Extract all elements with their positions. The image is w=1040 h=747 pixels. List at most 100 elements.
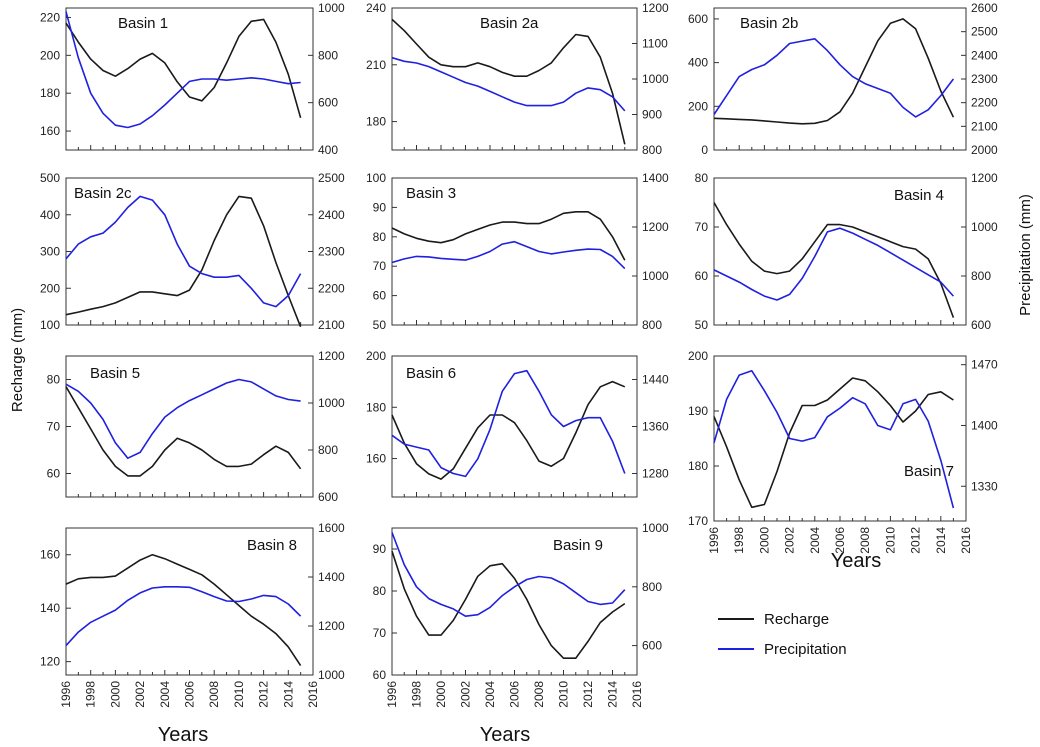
left-tick-label: 90 [373, 200, 387, 214]
left-tick-label: 300 [40, 245, 60, 259]
panel-title: Basin 2c [74, 185, 132, 202]
x-tick-label: 2002 [459, 681, 473, 708]
precipitation-line [391, 369, 626, 478]
left-tick-label: 80 [373, 584, 387, 598]
chart-panel-8: 160 180 200 1280 1360 1440 Basin 6 [366, 349, 669, 498]
chart-panel-6: 50 60 70 80 600 800 1000 1200 Basin 4 [695, 171, 998, 332]
left-tick-label: 90 [373, 542, 387, 556]
chart-panel-10: 1996 1998 2000 2002 2004 2006 2008 2010 2012 2014… [40, 521, 345, 708]
x-tick-label: 2014 [606, 681, 620, 708]
right-tick-label: 2300 [971, 72, 998, 86]
years-label-col1: Years [158, 724, 208, 746]
precipitation-line [713, 369, 955, 509]
chart-panel-3: 0 200 400 600 2000 2100 2200 2300 2400 2500 2600 Ba… [688, 1, 998, 157]
right-tick-label: 1330 [971, 479, 998, 493]
right-tick-label: 2500 [318, 171, 345, 185]
precipitation-line [713, 37, 955, 118]
right-tick-label: 2000 [971, 143, 998, 157]
panel-title: Basin 2a [480, 15, 539, 32]
x-tick-label: 2012 [257, 681, 271, 708]
left-tick-label: 120 [40, 655, 60, 669]
right-tick-label: 900 [642, 108, 662, 122]
x-tick-label: 2010 [883, 527, 897, 554]
right-tick-label: 2300 [318, 245, 345, 259]
x-tick-label: 2004 [483, 681, 497, 708]
left-tick-label: 160 [40, 548, 60, 562]
left-tick-label: 80 [47, 373, 61, 387]
right-tick-label: 2600 [971, 1, 998, 15]
left-tick-label: 60 [373, 289, 387, 303]
chart-legend: Recharge Precipitation [718, 611, 847, 658]
x-tick-label: 2012 [909, 527, 923, 554]
left-tick-label: 60 [373, 668, 387, 682]
left-tick-label: 160 [366, 452, 386, 466]
left-tick-label: 180 [40, 86, 60, 100]
right-tick-label: 800 [318, 443, 338, 457]
x-tick-label: 2012 [581, 681, 595, 708]
right-tick-label: 800 [642, 580, 662, 594]
x-tick-label: 1998 [84, 681, 98, 708]
right-tick-label: 1000 [642, 521, 669, 535]
precipitation-line [65, 378, 301, 460]
right-tick-label: 2100 [318, 318, 345, 332]
recharge-line [391, 550, 626, 660]
right-tick-label: 800 [642, 318, 662, 332]
plot-frame [713, 355, 967, 522]
x-tick-label: 2002 [133, 681, 147, 708]
right-tick-label: 1000 [971, 220, 998, 234]
plot-frame [65, 7, 314, 151]
left-tick-label: 180 [366, 115, 386, 129]
x-tick-label: 2002 [783, 527, 797, 554]
x-tick-label: 2000 [757, 527, 771, 554]
left-tick-label: 70 [373, 259, 387, 273]
chart-panel-2: 180 210 240 800 900 1000 1100 1200 Basin 2a [366, 1, 669, 157]
right-tick-label: 2100 [971, 119, 998, 133]
panel-title: Basin 9 [553, 537, 603, 554]
years-label-col2: Years [480, 724, 530, 746]
x-tick-label: 2016 [959, 527, 973, 554]
x-tick-label: 1996 [385, 681, 399, 708]
recharge-line [65, 18, 302, 119]
left-tick-label: 170 [688, 514, 708, 528]
x-tick-label: 2004 [808, 527, 822, 554]
precipitation-line [713, 227, 954, 301]
recharge-line [391, 380, 626, 480]
right-tick-label: 1280 [642, 467, 669, 481]
right-tick-label: 800 [971, 269, 991, 283]
right-tick-label: 2500 [971, 25, 998, 39]
panel-title: Basin 7 [904, 463, 954, 480]
right-tick-label: 1000 [318, 396, 345, 410]
left-tick-label: 70 [695, 220, 709, 234]
right-tick-label: 1000 [642, 72, 669, 86]
panel-title: Basin 3 [406, 185, 456, 202]
left-tick-label: 70 [47, 420, 61, 434]
x-tick-label: 2000 [108, 681, 122, 708]
recharge-line [713, 18, 955, 125]
chart-panel-9: 1996 1998 2000 2002 2004 2006 2008 2010 2012 2014… [688, 349, 998, 554]
right-tick-label: 800 [318, 48, 338, 62]
x-tick-label: 2004 [158, 681, 172, 708]
left-tick-label: 200 [40, 48, 60, 62]
x-tick-label: 2008 [532, 681, 546, 708]
right-tick-label: 600 [642, 639, 662, 653]
precipitation-line [65, 11, 301, 129]
x-tick-label: 2010 [557, 681, 571, 708]
precipitation-line [391, 240, 626, 270]
x-tick-label: 1996 [707, 527, 721, 554]
chart-panel-5: 50 60 70 80 90 100 800 1000 1200 1400 Basin 3 [366, 171, 669, 332]
x-tick-label: 2016 [630, 681, 644, 708]
chart-panel-4: 100 200 300 400 500 2100 2200 2300 2400 2500 Basin… [40, 171, 345, 332]
right-tick-label: 1400 [318, 570, 345, 584]
left-tick-label: 500 [40, 171, 60, 185]
x-tick-label: 1998 [410, 681, 424, 708]
right-tick-label: 1100 [642, 37, 668, 51]
panel-title: Basin 6 [406, 365, 456, 382]
x-tick-label: 2016 [306, 681, 320, 708]
x-tick-label: 1996 [59, 681, 73, 708]
right-tick-label: 1200 [642, 220, 669, 234]
precipitation-axis-label: Precipitation (mm) [1017, 194, 1034, 316]
right-tick-label: 2400 [318, 208, 345, 222]
right-tick-label: 2200 [318, 281, 345, 295]
x-tick-label: 2010 [232, 681, 246, 708]
left-tick-label: 220 [40, 10, 60, 24]
